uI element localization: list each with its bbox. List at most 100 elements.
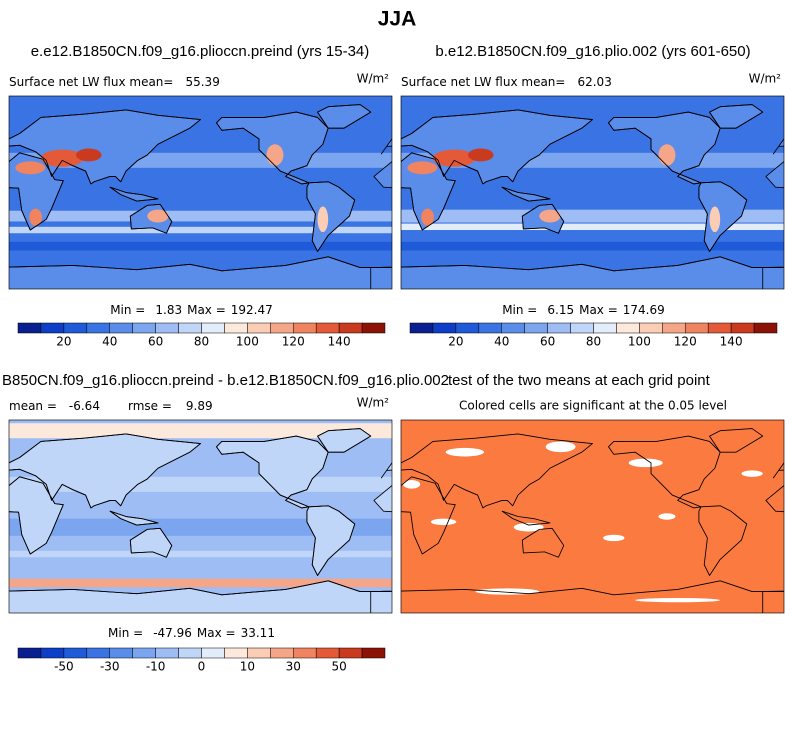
colorbar-box: [270, 647, 294, 659]
colorbar-box: [178, 322, 202, 334]
field-hotspot: [40, 149, 84, 167]
colorbar-tick-label: 0: [198, 660, 206, 674]
colorbar-tick-label: 140: [328, 335, 351, 349]
colorbar-box: [547, 322, 571, 334]
field-hotspot: [709, 206, 721, 233]
max-label: Max =: [187, 303, 226, 317]
max-value: 174.69: [623, 303, 665, 317]
field-band: [9, 578, 392, 588]
panel-subtitle: Surface net LW flux mean= 55.39: [9, 75, 220, 89]
colorbar-box: [315, 322, 340, 334]
colorbar-box: [86, 647, 110, 659]
field-hotspot: [266, 144, 284, 166]
colorbar-tick-label: 80: [194, 335, 209, 349]
insignificant-patch: [513, 522, 544, 532]
map-panel: [400, 419, 785, 614]
min-label: Min =: [110, 303, 145, 317]
max-value: 33.11: [241, 626, 275, 640]
max-value: 192.47: [231, 303, 273, 317]
colorbar-box: [361, 647, 386, 659]
map-panel: [8, 419, 393, 614]
colorbar-box: [109, 322, 133, 334]
mean-label: Surface net LW flux mean=: [9, 75, 173, 89]
colorbar-box: [132, 647, 156, 659]
colorbar-box: [455, 322, 480, 334]
insignificant-patch: [658, 513, 676, 520]
field-band: [9, 423, 392, 439]
rmse-label: rmse =: [128, 399, 172, 413]
colorbar-box: [361, 322, 386, 334]
colorbar-box: [524, 322, 548, 334]
colorbar-box: [685, 322, 709, 334]
map-frame: [8, 419, 393, 614]
units: W/m²: [357, 72, 390, 86]
colorbar-tick-label: 120: [282, 335, 305, 349]
colorbar-box: [570, 322, 594, 334]
colorbar-box: [730, 322, 755, 334]
field-band: [9, 518, 392, 536]
colorbar-box: [409, 322, 434, 334]
field-band: [9, 210, 392, 222]
min-label: Min =: [502, 303, 537, 317]
colorbar-box: [338, 322, 363, 334]
min-value: 1.83: [155, 303, 182, 317]
colorbar-tick-label: 140: [720, 335, 743, 349]
colorbar-box: [224, 647, 248, 659]
colorbar-tick-label: 80: [586, 335, 601, 349]
field-hotspot: [432, 149, 476, 167]
colorbar-box: [109, 647, 133, 659]
panel-subtitle: Colored cells are significant at the 0.0…: [459, 399, 727, 413]
field-hotspot: [15, 161, 46, 175]
colorbar-box: [639, 322, 663, 334]
insignificant-patch: [635, 597, 721, 603]
colorbar-tick-label: -50: [54, 660, 74, 674]
colorbar-tick-label: -10: [146, 660, 166, 674]
figure-title: JJA: [378, 8, 417, 31]
colorbar-box: [616, 322, 640, 334]
insignificant-patch: [403, 480, 421, 489]
mean-label: Surface net LW flux mean=: [401, 75, 565, 89]
insignificant-patch: [628, 458, 663, 468]
map-frame: [400, 419, 785, 614]
mean-value: 62.03: [577, 75, 611, 89]
insignificant-patch: [603, 534, 625, 542]
min-value: 6.15: [547, 303, 574, 317]
min-label: Min =: [108, 626, 143, 640]
colorbar-tick-label: 60: [148, 335, 163, 349]
field-hotspot: [539, 209, 561, 223]
min-value: -47.96: [153, 626, 192, 640]
insignificant-patch: [741, 470, 763, 477]
colorbar-box: [753, 322, 778, 334]
colorbar-tick-label: -30: [100, 660, 120, 674]
map-frame: [8, 95, 393, 290]
colorbar-box: [432, 322, 457, 334]
colorbar-box: [501, 322, 525, 334]
field-hotspot: [76, 148, 102, 162]
colorbar-box: [662, 322, 686, 334]
min-max: Min = 6.15 Max = 174.69: [502, 303, 665, 317]
colorbar-tick-label: 120: [674, 335, 697, 349]
field-band: [9, 550, 392, 558]
insignificant-patch: [445, 447, 484, 457]
units: W/m²: [357, 396, 390, 410]
field-band: [401, 241, 784, 251]
field-band: [401, 209, 784, 223]
map-panel: [8, 95, 393, 290]
colorbar-box: [338, 647, 363, 659]
field-hotspot: [468, 148, 494, 162]
field-band: [9, 241, 392, 251]
field-hotspot: [421, 208, 434, 226]
colorbar-box: [63, 647, 88, 659]
colorbar-box: [86, 322, 110, 334]
colorbar-box: [315, 647, 340, 659]
field-band: [9, 226, 392, 234]
colorbar-box: [63, 322, 88, 334]
colorbar-box: [293, 322, 317, 334]
map-frame: [400, 95, 785, 290]
panel-title: b.e12.B1850CN.f09_g16.plio.002 (yrs 601-…: [435, 43, 750, 60]
colorbar-box: [178, 647, 202, 659]
colorbar-tick-label: 100: [628, 335, 651, 349]
colorbar-box: [593, 322, 617, 334]
mean-value: 55.39: [185, 75, 219, 89]
